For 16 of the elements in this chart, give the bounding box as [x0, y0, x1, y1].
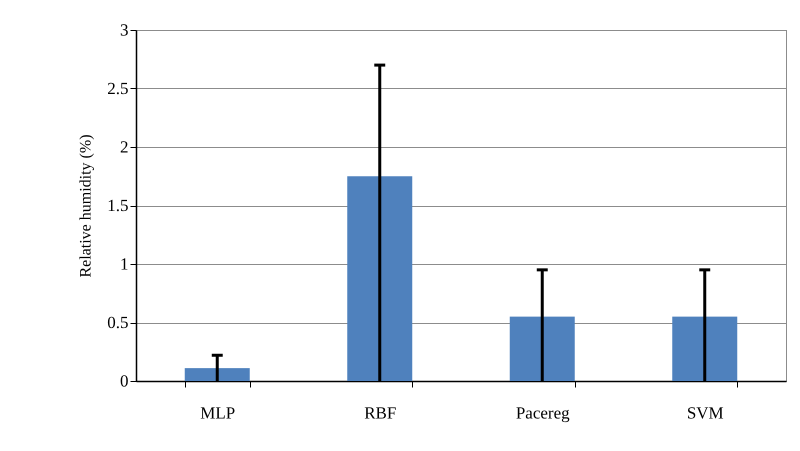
bar	[347, 176, 412, 381]
y-tick-label: 0.5	[107, 313, 128, 332]
bar	[672, 316, 738, 381]
y-tick-label: 1.5	[107, 196, 128, 215]
bar	[510, 316, 575, 381]
y-axis-title: Relative humidity (%)	[77, 134, 94, 278]
y-tick-label: 1	[120, 254, 128, 274]
y-tick-label: 2	[120, 138, 128, 156]
x-tick-label: MLP	[200, 404, 236, 422]
y-tick-label: 3	[120, 20, 128, 40]
y-tick-label: 2.5	[107, 79, 128, 98]
x-tick-label: SVM	[686, 404, 724, 422]
bar	[184, 368, 250, 381]
x-tick-label: RBF	[364, 404, 396, 422]
x-tick-label: Pacereg	[516, 404, 570, 422]
y-tick-label: 0	[120, 372, 128, 390]
